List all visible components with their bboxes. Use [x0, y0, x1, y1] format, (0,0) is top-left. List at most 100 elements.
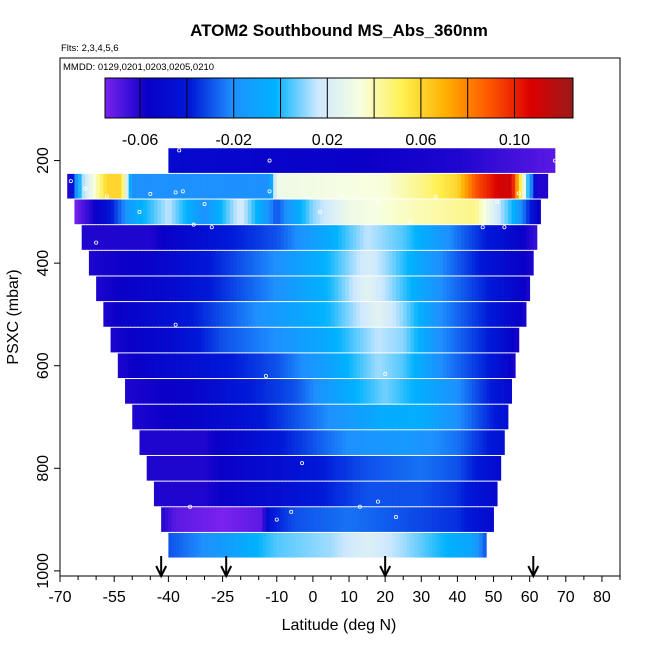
heatmap-cell [125, 327, 130, 353]
heatmap-cell [179, 532, 184, 558]
heatmap-cell [96, 250, 101, 276]
heatmap-cell [294, 199, 299, 225]
heatmap-cell [338, 148, 343, 173]
heatmap-cell [121, 276, 126, 302]
heatmap-cell [334, 225, 339, 250]
heatmap-cell [121, 327, 126, 353]
heatmap-cell [442, 481, 447, 507]
heatmap-cell [374, 250, 379, 276]
heatmap-cell [479, 455, 484, 481]
heatmap-cell [247, 199, 252, 225]
heatmap-cell [114, 327, 119, 353]
heatmap-cell [284, 199, 289, 225]
heatmap-cell [341, 532, 346, 558]
heatmap-cell [168, 250, 173, 276]
heatmap-cell [153, 225, 158, 250]
heatmap-cell [251, 353, 256, 379]
heatmap-cell [146, 430, 151, 455]
heatmap-cell [240, 173, 245, 199]
heatmap-cell [471, 173, 476, 199]
heatmap-cell [208, 173, 213, 199]
heatmap-cell [240, 276, 245, 302]
heatmap-cell [471, 430, 476, 455]
heatmap-cell [508, 327, 513, 353]
heatmap-cell [157, 250, 162, 276]
heatmap-cell [172, 148, 177, 173]
heatmap-cell [486, 481, 491, 507]
heatmap-cell [526, 250, 531, 276]
heatmap-cell [356, 404, 361, 430]
heatmap-cell [457, 379, 462, 404]
heatmap-cell [479, 276, 484, 302]
heatmap-cell [399, 455, 404, 481]
heatmap-cell [262, 276, 267, 302]
heatmap-cell [414, 148, 419, 173]
heatmap-cell [157, 327, 162, 353]
heatmap-cell [168, 173, 173, 199]
heatmap-cell [218, 173, 223, 199]
heatmap-cell [222, 430, 227, 455]
heatmap-cell [479, 173, 484, 199]
heatmap-cell [352, 225, 357, 250]
heatmap-cell [291, 481, 296, 507]
heatmap-cell [164, 430, 169, 455]
heatmap-cell [464, 404, 469, 430]
heatmap-cell [388, 199, 393, 225]
heatmap-cell [168, 532, 173, 558]
heatmap-cell [442, 276, 447, 302]
heatmap-cell [327, 250, 332, 276]
heatmap-cell [421, 481, 426, 507]
heatmap-cell [428, 276, 433, 302]
heatmap-cell [374, 353, 379, 379]
heatmap-cell [529, 148, 534, 173]
heatmap-cell [489, 404, 494, 430]
heatmap-cell [327, 379, 332, 404]
y-tick-label: 800 [35, 455, 52, 482]
heatmap-cell [168, 353, 173, 379]
heatmap-cell [197, 430, 202, 455]
heatmap-cell [265, 250, 270, 276]
heatmap-cell [442, 225, 447, 250]
heatmap-cell [446, 148, 451, 173]
heatmap-cell [359, 379, 364, 404]
heatmap-cell [417, 327, 422, 353]
heatmap-cell [265, 430, 270, 455]
heatmap-cell [468, 173, 473, 199]
heatmap-cell [385, 481, 390, 507]
heatmap-cell [175, 532, 180, 558]
heatmap-cell [280, 532, 285, 558]
heatmap-cell [363, 532, 368, 558]
heatmap-cell [396, 276, 401, 302]
heatmap-cell [146, 302, 151, 327]
heatmap-cell [381, 532, 386, 558]
heatmap-cell [367, 225, 372, 250]
heatmap-cell [164, 404, 169, 430]
heatmap-cell [396, 250, 401, 276]
colorbar-tick-labels: -0.06 -0.02 0.02 0.06 0.10 [122, 132, 530, 149]
heatmap-cell [226, 532, 231, 558]
heatmap-cell [153, 173, 158, 199]
heatmap-cell [341, 430, 346, 455]
heatmap-cell [132, 379, 137, 404]
heatmap-cell [403, 481, 408, 507]
heatmap-cell [240, 148, 245, 173]
x-tick-label: -25 [211, 589, 234, 606]
heatmap-cell [428, 199, 433, 225]
heatmap-cell [305, 173, 310, 199]
x-tick-label: 20 [376, 589, 394, 606]
heatmap-cell [359, 353, 364, 379]
heatmap-cell [442, 148, 447, 173]
heatmap-cell [294, 250, 299, 276]
heatmap-cell [486, 430, 491, 455]
heatmap-cell [190, 507, 195, 532]
sample-point [502, 225, 507, 230]
heatmap-cell [265, 302, 270, 327]
heatmap-cell [421, 404, 426, 430]
heatmap-cell [468, 379, 473, 404]
heatmap-cell [168, 276, 173, 302]
heatmap-cell [146, 455, 151, 481]
heatmap-cell [471, 532, 476, 558]
heatmap-cell [414, 327, 419, 353]
heatmap-cell [381, 199, 386, 225]
heatmap-cell [294, 353, 299, 379]
